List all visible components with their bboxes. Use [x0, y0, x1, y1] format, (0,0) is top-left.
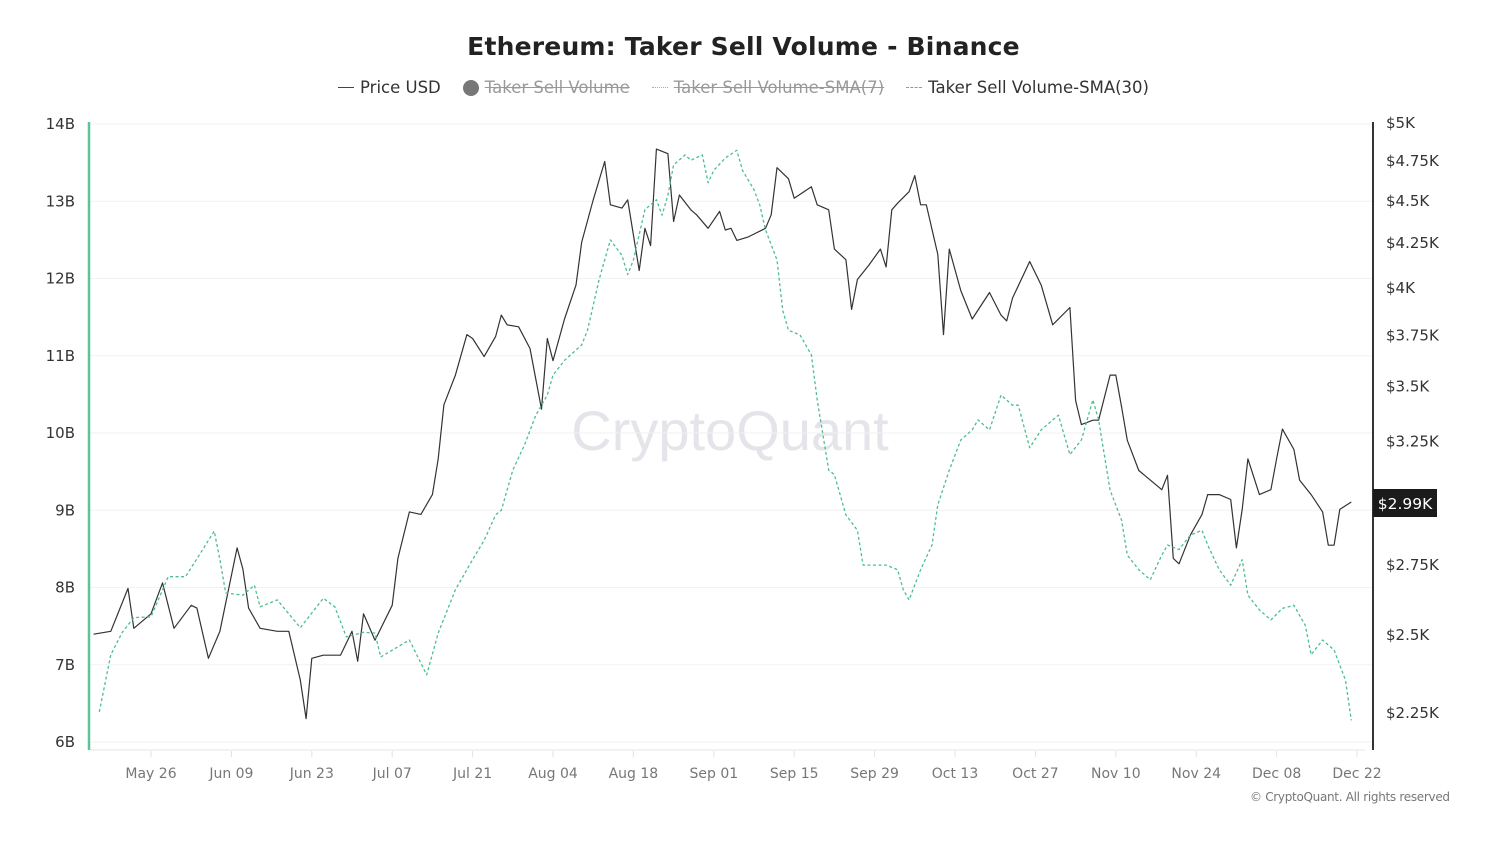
current-price-marker: $2.99K — [1373, 489, 1437, 517]
dotted-line-swatch-icon — [651, 87, 668, 88]
circle-swatch-icon — [462, 79, 479, 96]
y-right-tick-label: $4.25K — [1386, 234, 1440, 252]
y-right-tick-label: $3.25K — [1386, 432, 1440, 450]
series-line-sma30 — [98, 149, 1352, 721]
y-right-tick-label: $2.25K — [1386, 704, 1440, 722]
x-tick-label: Jun 23 — [289, 766, 334, 782]
y-right-tick-label: $2.75K — [1386, 556, 1440, 574]
solid-line-swatch-icon — [338, 87, 355, 88]
x-tick-label: Sep 29 — [850, 766, 899, 782]
y-left-tick-label: 13B — [46, 192, 75, 210]
y-left-tick-label: 10B — [46, 424, 75, 442]
x-tick-label: Aug 04 — [528, 766, 578, 782]
legend-label: Taker Sell Volume-SMA(30) — [928, 78, 1149, 97]
y-right-tick-label: $4.75K — [1386, 152, 1440, 170]
legend: Price USD Taker Sell Volume Taker Sell V… — [0, 78, 1487, 97]
watermark-logo: CryptoQuant — [571, 399, 889, 462]
dashed-line-swatch-icon — [906, 87, 923, 88]
x-tick-label: Nov 24 — [1171, 766, 1221, 782]
x-tick-label: Sep 01 — [689, 766, 738, 782]
x-tick-label: Jun 09 — [208, 766, 253, 782]
legend-label: Taker Sell Volume-SMA(7) — [673, 78, 885, 97]
y-left-tick-label: 11B — [46, 347, 75, 365]
y-right-tick-label: $2.5K — [1386, 626, 1430, 644]
chart-title: Ethereum: Taker Sell Volume - Binance — [467, 32, 1020, 61]
legend-label: Taker Sell Volume — [484, 78, 630, 97]
x-tick-label: Oct 27 — [1012, 766, 1058, 782]
x-tick-label: Jul 07 — [372, 766, 412, 782]
series-line-price — [93, 148, 1352, 720]
legend-item-taker-sell-volume[interactable]: Taker Sell Volume — [462, 78, 630, 97]
y-left-tick-label: 9B — [55, 501, 75, 519]
x-tick-label: Dec 22 — [1332, 766, 1381, 782]
y-left-tick-label: 7B — [55, 656, 75, 674]
y-left-tick-label: 12B — [46, 270, 75, 288]
legend-item-price-usd[interactable]: Price USD — [338, 78, 441, 97]
x-tick-label: Nov 10 — [1091, 766, 1141, 782]
y-right-tick-label: $3.75K — [1386, 327, 1440, 345]
y-right-tick-label: $5K — [1386, 114, 1416, 132]
x-tick-label: May 26 — [125, 766, 176, 782]
x-tick-label: Dec 08 — [1252, 766, 1301, 782]
y-right-tick-label: $3.5K — [1386, 378, 1430, 396]
x-tick-label: Sep 15 — [770, 766, 819, 782]
x-tick-label: Oct 13 — [932, 766, 978, 782]
x-tick-label: Aug 18 — [609, 766, 659, 782]
y-left-tick-label: 6B — [55, 733, 75, 751]
y-right-tick-label: $4K — [1386, 279, 1416, 297]
legend-label: Price USD — [360, 78, 441, 97]
copyright: © CryptoQuant. All rights reserved — [1250, 790, 1450, 804]
y-left-tick-label: 8B — [55, 579, 75, 597]
y-right-tick-label: $4.5K — [1386, 192, 1430, 210]
legend-item-sma30[interactable]: Taker Sell Volume-SMA(30) — [906, 78, 1149, 97]
current-price-label: $2.99K — [1378, 495, 1433, 513]
legend-item-sma7[interactable]: Taker Sell Volume-SMA(7) — [651, 78, 885, 97]
x-tick-label: Jul 21 — [452, 766, 492, 782]
y-left-tick-label: 14B — [46, 115, 75, 133]
